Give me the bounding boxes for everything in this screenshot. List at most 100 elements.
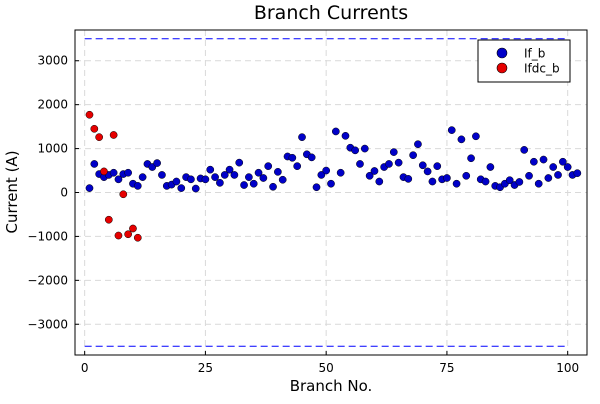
data-point-ifdc-b (95, 133, 104, 142)
y-tick-label: 2000 (37, 98, 68, 112)
data-point-if-b (554, 171, 562, 179)
data-point-if-b (428, 177, 437, 186)
data-point-if-b (418, 161, 427, 170)
axis-ticks: 0 25 50 75 100 −3000 −2000 −1000 0 1000 2000 3000 (27, 54, 579, 375)
x-tick-label: 50 (319, 361, 334, 375)
data-point-if-b (486, 163, 495, 171)
legend-marker-ifdc-b (496, 62, 508, 74)
data-point-if-b (206, 165, 215, 174)
data-point-if-b (515, 178, 524, 186)
data-point-if-b (563, 163, 572, 171)
y-tick-label: −2000 (27, 273, 68, 287)
data-point-if-b (327, 179, 335, 188)
data-point-if-b (278, 175, 287, 184)
data-point-if-b (452, 179, 461, 188)
data-point-if-b (220, 171, 229, 179)
data-point-ifdc-b (85, 110, 94, 119)
data-point-if-b (385, 160, 393, 168)
grid-lines (75, 30, 587, 355)
legend-label-if-b: If_b (524, 47, 545, 61)
data-point-if-b (254, 168, 263, 177)
data-point-if-b (85, 184, 94, 192)
data-point-if-b (225, 165, 234, 174)
data-point-if-b (462, 171, 471, 180)
data-point-if-b (249, 179, 258, 188)
y-tick-label: 3000 (37, 54, 68, 68)
x-axis-label: Branch No. (290, 377, 373, 395)
data-point-if-b (177, 184, 186, 192)
data-point-if-b (549, 163, 558, 171)
data-point-ifdc-b (119, 190, 128, 199)
data-point-if-b (264, 162, 273, 170)
data-point-if-b (240, 181, 248, 189)
data-point-if-b (201, 175, 210, 184)
x-tick-label: 25 (198, 361, 213, 375)
data-point-if-b (443, 174, 451, 182)
data-point-if-b (356, 160, 364, 168)
data-point-if-b (539, 155, 548, 164)
data-point-if-b (447, 126, 456, 134)
data-point-ifdc-b (133, 233, 142, 242)
data-point-if-b (544, 174, 553, 182)
x-tick-label: 75 (439, 361, 454, 375)
data-point-if-b (172, 177, 181, 186)
data-point-if-b (322, 166, 331, 175)
data-point-ifdc-b (90, 124, 99, 133)
y-tick-label: −1000 (27, 229, 68, 243)
x-tick-label: 0 (81, 361, 89, 375)
data-point-if-b (534, 179, 543, 188)
data-point-if-b (153, 159, 161, 167)
data-point-ifdc-b (129, 224, 137, 233)
data-point-if-b (114, 175, 123, 184)
data-point-if-b (138, 173, 147, 181)
legend-label-ifdc-b: Ifdc_b (524, 62, 560, 76)
data-point-if-b (133, 182, 142, 190)
data-point-if-b (505, 176, 514, 185)
data-point-if-b (331, 127, 340, 136)
data-point-if-b (525, 171, 533, 180)
data-point-if-b (457, 135, 466, 144)
data-point-if-b (472, 132, 480, 141)
data-point-if-b (90, 160, 99, 168)
data-point-if-b (312, 183, 321, 192)
data-point-if-b (274, 168, 282, 176)
data-point-if-b (216, 178, 224, 187)
data-point-if-b (307, 153, 316, 162)
data-point-if-b (187, 175, 195, 184)
data-point-if-b (109, 168, 118, 177)
data-point-if-b (481, 177, 490, 186)
y-tick-label: −3000 (27, 317, 68, 331)
limit-lines (84, 38, 568, 347)
legend-marker-if-b (496, 47, 508, 59)
data-points (85, 110, 582, 242)
data-point-if-b (293, 162, 302, 170)
data-point-if-b (317, 171, 326, 179)
data-point-ifdc-b (104, 215, 113, 224)
data-point-if-b (573, 169, 582, 178)
data-point-if-b (259, 174, 268, 182)
data-point-if-b (360, 144, 369, 153)
data-point-ifdc-b (114, 231, 123, 240)
data-point-ifdc-b (124, 230, 132, 239)
y-axis-label: Current (A) (3, 150, 21, 233)
data-point-ifdc-b (109, 131, 118, 139)
data-point-ifdc-b (100, 167, 108, 176)
x-tick-label: 100 (556, 361, 579, 375)
data-point-if-b (365, 171, 374, 180)
data-point-if-b (409, 151, 417, 160)
data-point-if-b (235, 158, 244, 167)
data-point-if-b (558, 157, 567, 166)
data-point-if-b (433, 162, 442, 170)
data-point-if-b (341, 131, 350, 140)
data-point-if-b (269, 182, 277, 191)
data-point-if-b (298, 133, 306, 142)
y-tick-label: 0 (60, 186, 68, 200)
legend-box (477, 39, 571, 83)
data-point-if-b (245, 173, 253, 181)
data-point-if-b (394, 158, 403, 167)
data-point-if-b (158, 171, 166, 179)
data-point-if-b (414, 140, 422, 149)
data-point-if-b (389, 148, 398, 156)
data-point-if-b (191, 184, 200, 193)
